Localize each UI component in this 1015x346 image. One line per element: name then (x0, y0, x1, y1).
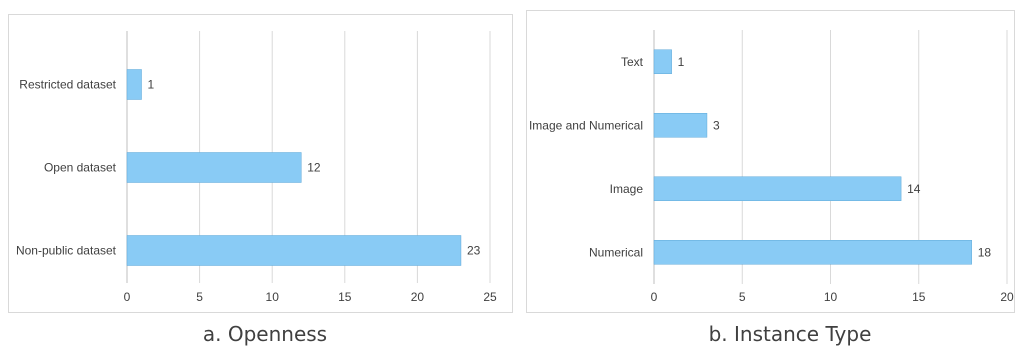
data-label-openness-2: 23 (467, 244, 481, 258)
category-label-instance-type-0: Text (621, 55, 644, 69)
x-tick-label-openness-10: 10 (266, 290, 280, 304)
x-tick-label-instance-type-5: 5 (739, 290, 746, 304)
category-label-openness-0: Restricted dataset (19, 78, 116, 92)
x-tick-label-instance-type-20: 20 (1000, 290, 1014, 304)
data-label-instance-type-1: 3 (713, 118, 720, 132)
bar-instance-type-0 (653, 49, 672, 74)
x-tick-label-instance-type-15: 15 (912, 290, 926, 304)
x-tick-label-instance-type-0: 0 (651, 290, 658, 304)
data-label-instance-type-3: 18 (978, 245, 992, 259)
bar-openness-2 (126, 235, 462, 266)
category-label-openness-2: Non-public dataset (16, 244, 117, 258)
bar-openness-0 (126, 69, 142, 100)
category-label-instance-type-2: Image (610, 182, 644, 196)
category-label-instance-type-1: Image and Numerical (529, 118, 643, 132)
x-tick-label-openness-25: 25 (483, 290, 497, 304)
bar-openness-1 (126, 152, 302, 183)
data-label-openness-1: 12 (307, 161, 321, 175)
x-tick-label-openness-0: 0 (124, 290, 131, 304)
data-label-instance-type-2: 14 (907, 182, 921, 196)
bar-instance-type-3 (653, 240, 972, 265)
x-tick-label-instance-type-10: 10 (824, 290, 838, 304)
chart-title-openness: a. Openness (202, 322, 328, 346)
bar-instance-type-2 (653, 176, 902, 201)
x-tick-label-openness-5: 5 (196, 290, 203, 304)
data-label-instance-type-0: 1 (678, 55, 685, 69)
category-label-instance-type-3: Numerical (589, 245, 643, 259)
x-tick-label-openness-15: 15 (338, 290, 352, 304)
x-tick-label-openness-20: 20 (411, 290, 425, 304)
category-label-openness-1: Open dataset (44, 161, 117, 175)
data-label-openness-0: 1 (148, 78, 155, 92)
chart-title-instance-type: b. Instance Type (708, 322, 872, 346)
bar-instance-type-1 (653, 113, 708, 138)
